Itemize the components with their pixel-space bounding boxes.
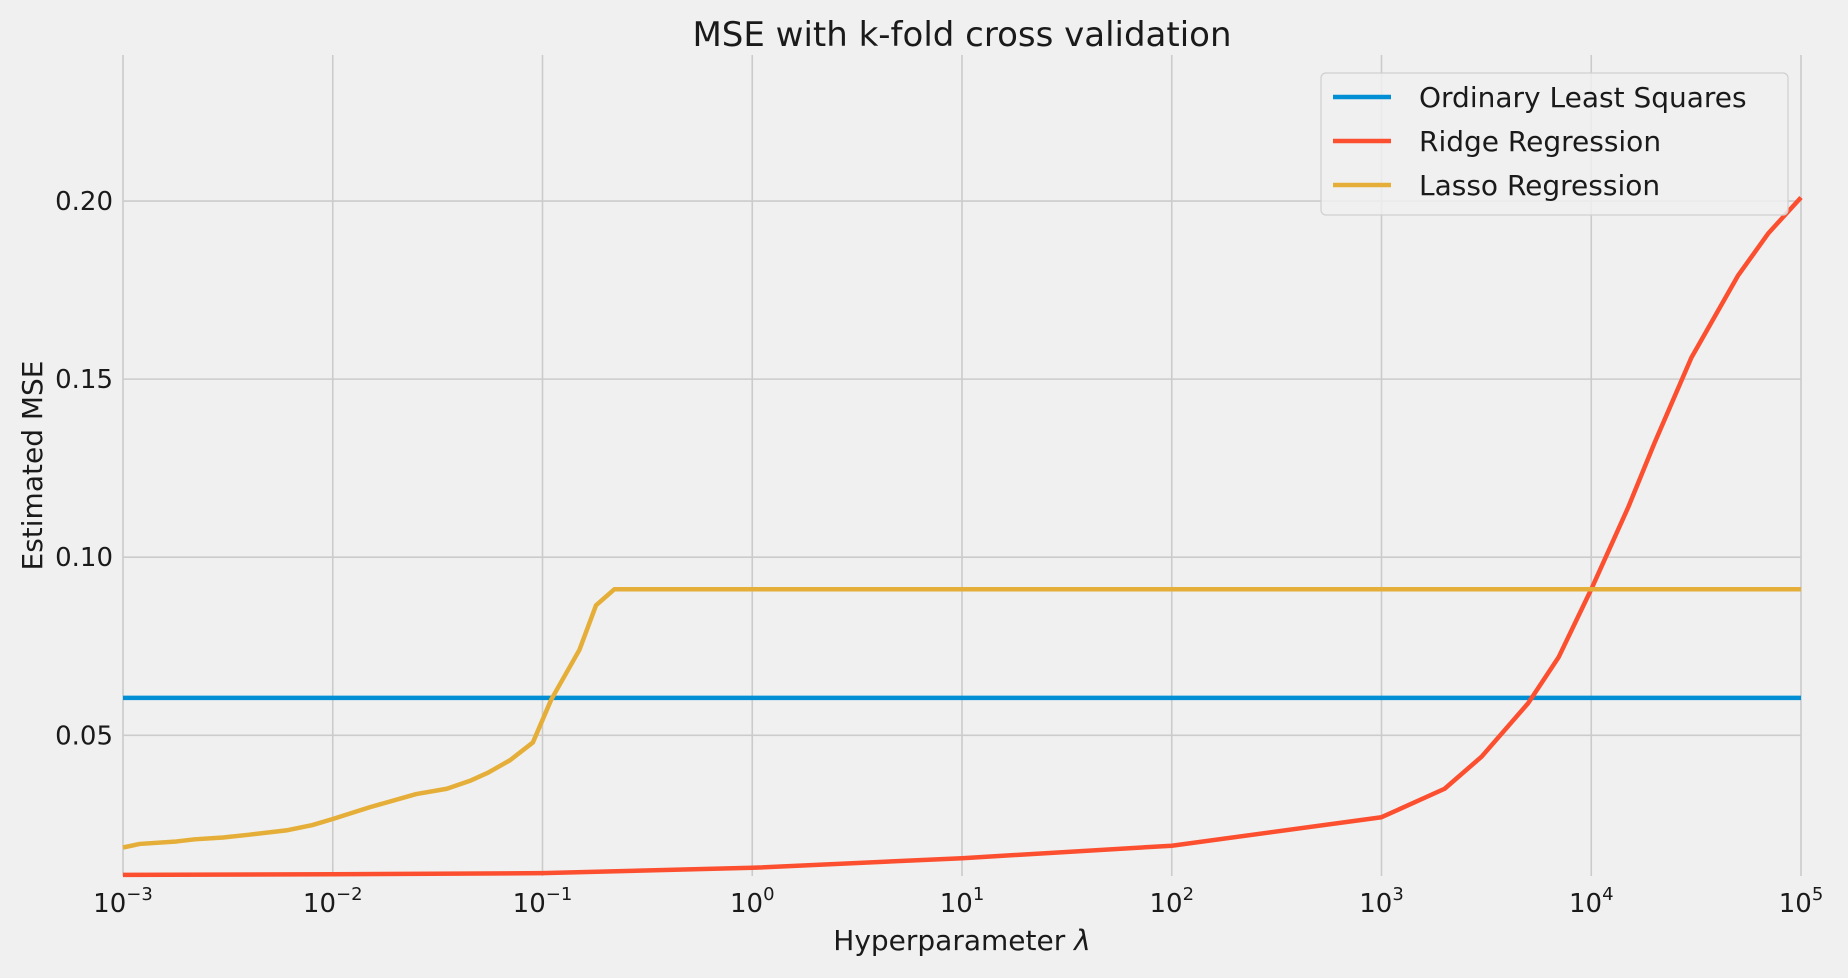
- x-tick-base: 10: [1779, 889, 1812, 919]
- x-tick-base: 10: [1149, 889, 1182, 919]
- x-tick-base: 10: [1359, 889, 1392, 919]
- y-tick-label: 0.10: [55, 543, 113, 573]
- series-line-lasso-regression: [122, 587, 1801, 850]
- x-tick-exponent: 0: [763, 884, 774, 905]
- x-tick-label: 103: [1359, 884, 1404, 919]
- y-axis-label: Estimated MSE: [16, 361, 49, 571]
- y-tick-label: 0.05: [55, 721, 113, 751]
- legend-box: [1320, 72, 1789, 216]
- legend: Ordinary Least Squares Ridge Regression La…: [1320, 72, 1789, 216]
- x-tick-label: 10−2: [303, 884, 363, 919]
- x-axis-label-text: Hyperparameter: [833, 924, 1065, 957]
- legend-item-ridge-regression: Ridge Regression: [1333, 125, 1661, 158]
- legend-label: Ordinary Least Squares: [1419, 81, 1747, 114]
- legend-item-lasso-regression: Lasso Regression: [1333, 169, 1660, 202]
- x-tick-base: 10: [93, 889, 126, 919]
- x-tick-exponent: −3: [126, 884, 153, 905]
- x-tick-exponent: −2: [336, 884, 363, 905]
- x-tick-label: 10−1: [513, 884, 573, 919]
- y-tick-label: 0.20: [55, 187, 113, 217]
- x-tick-exponent: 1: [973, 884, 984, 905]
- series-layer: [122, 195, 1803, 878]
- legend-items: Ordinary Least Squares Ridge Regression La…: [1333, 81, 1747, 202]
- x-tick-exponent: 3: [1392, 884, 1403, 905]
- x-tick-label: 100: [730, 884, 775, 919]
- y-tick-label: 0.15: [55, 365, 113, 395]
- chart-title: MSE with k-fold cross validation: [692, 15, 1231, 55]
- x-tick-base: 10: [513, 889, 546, 919]
- x-tick-exponent: 4: [1602, 884, 1613, 905]
- x-tick-exponent: −1: [546, 884, 573, 905]
- x-tick-base: 10: [1569, 889, 1602, 919]
- legend-item-ordinary-least-squares: Ordinary Least Squares: [1333, 81, 1747, 114]
- legend-label: Ridge Regression: [1419, 125, 1661, 158]
- legend-label: Lasso Regression: [1419, 169, 1660, 202]
- x-tick-label: 102: [1149, 884, 1194, 919]
- x-tick-label: 105: [1779, 884, 1824, 919]
- y-axis-ticks: 0.05 0.10 0.15 0.20: [55, 187, 113, 751]
- x-tick-label: 104: [1569, 884, 1614, 919]
- x-tick-base: 10: [303, 889, 336, 919]
- x-tick-label: 101: [940, 884, 985, 919]
- series-line-ridge-regression: [122, 195, 1803, 878]
- x-tick-exponent: 5: [1812, 884, 1823, 905]
- x-tick-base: 10: [730, 889, 763, 919]
- x-axis-label: Hyperparameter λ: [833, 924, 1090, 957]
- x-axis-label-symbol: λ: [1072, 924, 1091, 957]
- x-tick-exponent: 2: [1183, 884, 1194, 905]
- x-axis-ticks: 10−3 10−2 10−1 100 101 102 103 104 105: [93, 884, 1823, 919]
- x-tick-label: 10−3: [93, 884, 153, 919]
- x-tick-base: 10: [940, 889, 973, 919]
